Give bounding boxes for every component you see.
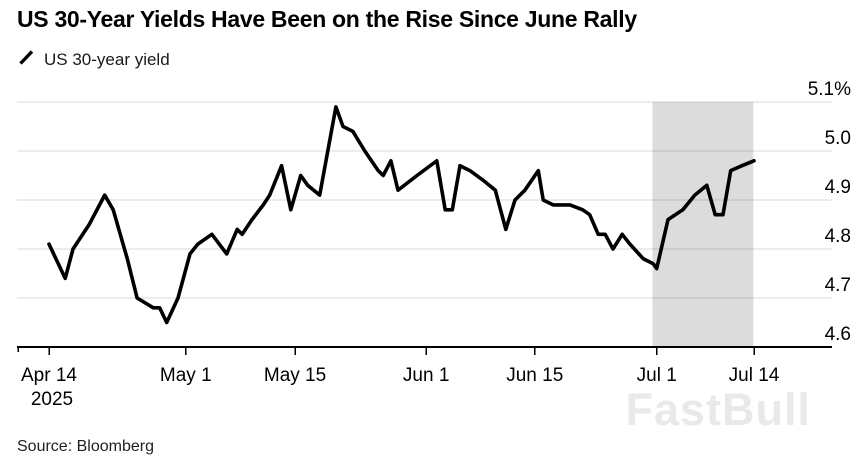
x-axis-label: Jun 1 [403, 365, 449, 386]
y-axis-label: 4.9 [825, 177, 851, 198]
y-axis-label: 4.6 [825, 324, 851, 345]
y-axis-label: 5.0 [825, 128, 851, 149]
slash-icon [18, 49, 35, 71]
x-axis-label: Jul 1 [637, 365, 677, 386]
y-axis-label: 5.1% [808, 79, 851, 100]
source-caption: Source: Bloomberg [17, 438, 154, 455]
x-axis-label: Jul 14 [729, 365, 780, 386]
x-axis-label: May 15 [264, 365, 326, 386]
y-axis-label: 4.8 [825, 226, 851, 247]
june-rally-highlight-band [652, 102, 754, 347]
x-axis-label: May 1 [160, 365, 212, 386]
legend-label: US 30-year yield [44, 50, 170, 69]
x-axis-sublabel: 2025 [31, 389, 73, 410]
chart-title: US 30-Year Yields Have Been on the Rise … [17, 6, 637, 32]
yield-line [47, 105, 756, 325]
x-axis-label: Apr 14 [21, 365, 77, 386]
y-axis-label: 4.7 [825, 275, 851, 296]
x-axis-label: Jun 15 [506, 365, 563, 386]
legend: US 30-year yield [18, 49, 170, 71]
watermark: FastBull [625, 384, 811, 435]
